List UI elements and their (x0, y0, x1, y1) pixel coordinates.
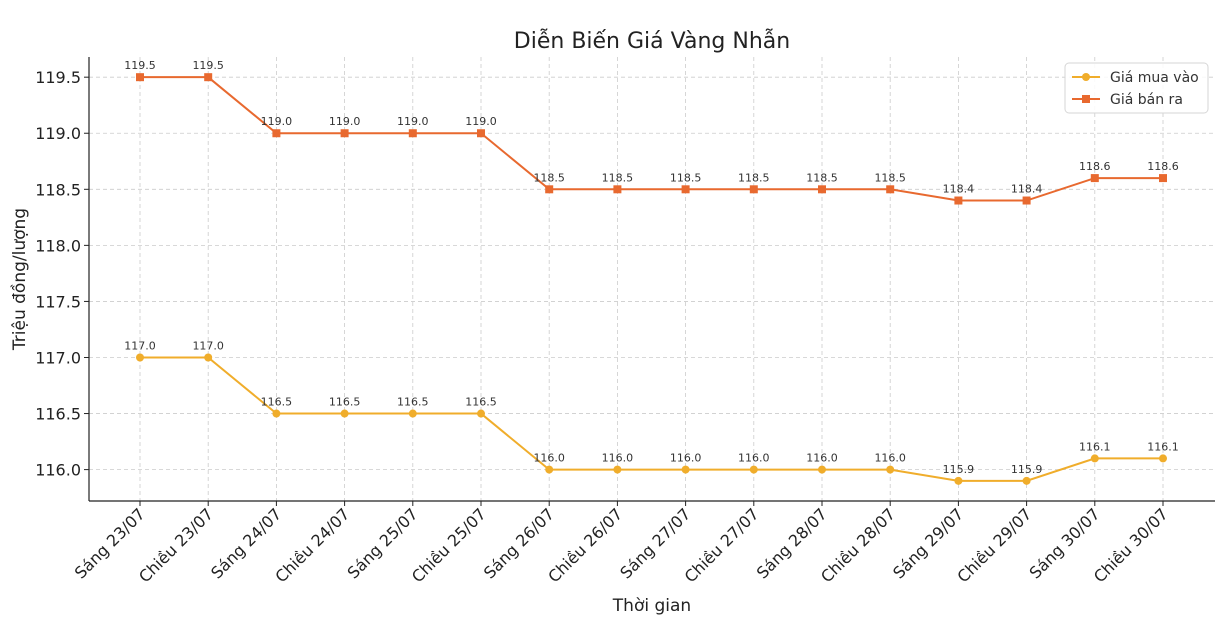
data-label: 116.1 (1079, 440, 1111, 453)
data-label: 116.1 (1147, 440, 1179, 453)
data-point (136, 73, 144, 82)
data-point (272, 129, 281, 138)
y-tick-label: 119.5 (35, 68, 81, 87)
data-point (613, 465, 622, 474)
data-point (613, 185, 622, 194)
y-tick-label: 116.0 (35, 461, 81, 480)
grid-lines (89, 57, 1215, 501)
chart-title: Diễn Biến Giá Vàng Nhẫn (514, 28, 790, 54)
legend-label: Giá mua vào (1110, 70, 1199, 86)
data-label: 119.0 (329, 115, 361, 128)
data-point (886, 465, 895, 474)
axes (88, 57, 1215, 502)
data-point (886, 185, 895, 194)
data-label: 116.0 (602, 452, 634, 465)
series-line (140, 356, 1163, 482)
data-point (477, 129, 485, 138)
data-label: 116.5 (397, 396, 429, 409)
data-label: 119.0 (397, 115, 429, 128)
legend: Giá mua vào Giá bán ra (1064, 62, 1209, 114)
y-tick-label: 118.5 (35, 180, 81, 199)
data-label: 118.5 (533, 171, 565, 184)
legend-label: Giá bán ra (1110, 92, 1183, 108)
data-label: 116.5 (261, 396, 293, 409)
data-label: 118.4 (1011, 183, 1043, 196)
series-sell: 119.5 119.5 119.0 119.0 119.0 119.0 118.5 118.5… (124, 59, 1179, 205)
data-label: 119.5 (192, 59, 224, 72)
y-tick-label: 118.0 (35, 236, 81, 255)
series-line (140, 76, 1163, 202)
data-point (136, 353, 144, 362)
legend-marker (1082, 73, 1090, 81)
data-label: 118.4 (943, 183, 975, 196)
data-label: 117.0 (192, 339, 224, 352)
data-label: 116.0 (670, 452, 702, 465)
legend-marker (1082, 95, 1090, 103)
data-point (408, 409, 417, 418)
data-point (545, 465, 554, 474)
data-label: 115.9 (943, 463, 975, 476)
data-label: 116.0 (874, 452, 906, 465)
data-point (408, 129, 417, 138)
data-point (749, 465, 758, 474)
data-point (1022, 476, 1031, 485)
data-label: 118.5 (874, 171, 906, 184)
data-point (340, 409, 349, 418)
x-axis-label: Thời gian (612, 596, 691, 616)
data-label: 118.6 (1147, 160, 1179, 173)
data-point (818, 465, 826, 474)
data-label: 118.5 (806, 171, 838, 184)
data-label: 118.5 (670, 171, 702, 184)
data-label: 118.5 (738, 171, 770, 184)
data-point (954, 196, 963, 205)
data-label: 119.0 (261, 115, 293, 128)
data-label: 115.9 (1011, 463, 1043, 476)
data-label: 119.5 (124, 59, 156, 72)
data-point (1159, 454, 1167, 463)
data-point (1159, 174, 1167, 183)
legend-frame (1064, 62, 1209, 114)
data-label: 116.5 (329, 396, 361, 409)
data-label: 116.5 (465, 396, 497, 409)
series: 117.0 117.0 116.5 116.5 116.5 116.5 116.0 116.0… (124, 59, 1179, 485)
series-buy: 117.0 117.0 116.5 116.5 116.5 116.5 116.0 116.0… (124, 339, 1179, 485)
data-point (681, 465, 690, 474)
data-label: 116.0 (806, 452, 838, 465)
data-label: 117.0 (124, 339, 156, 352)
y-tick-label: 119.0 (35, 124, 81, 143)
data-point (204, 73, 213, 82)
data-point (1090, 454, 1099, 463)
data-label: 116.0 (738, 452, 770, 465)
data-label: 118.5 (602, 171, 634, 184)
data-point (954, 476, 963, 485)
data-label: 118.6 (1079, 160, 1111, 173)
data-point (1090, 174, 1099, 183)
y-tick-label: 117.5 (35, 292, 81, 311)
data-point (681, 185, 690, 194)
data-label: 116.0 (533, 452, 565, 465)
y-axis-label: Triệu đồng/lượng (9, 208, 30, 351)
data-point (818, 185, 826, 194)
y-tick-label: 116.5 (35, 405, 81, 424)
data-point (749, 185, 758, 194)
data-point (1022, 196, 1031, 205)
data-label: 119.0 (465, 115, 497, 128)
data-point (340, 129, 349, 138)
y-ticks: 116.0 116.5 117.0 117.5 118.0 118.5 119.0 119.5 (35, 68, 89, 480)
data-point (545, 185, 554, 194)
data-point (272, 409, 281, 418)
y-tick-label: 117.0 (35, 348, 81, 367)
data-point (204, 353, 213, 362)
data-point (477, 409, 485, 418)
